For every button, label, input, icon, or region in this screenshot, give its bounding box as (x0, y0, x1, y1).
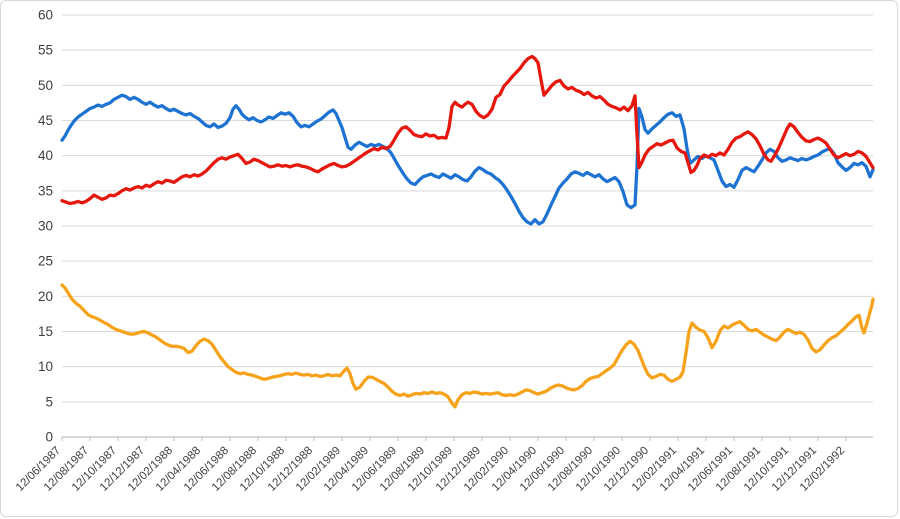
y-tick-label: 25 (38, 254, 53, 269)
blue-series-line (60, 93, 875, 226)
y-tick-label: 0 (45, 430, 53, 445)
y-tick-label: 10 (38, 359, 53, 374)
y-tick-label: 20 (38, 289, 53, 304)
red-series-line (60, 54, 875, 206)
orange-series-line (60, 283, 875, 409)
y-tick-label: 15 (38, 324, 53, 339)
y-tick-label: 50 (38, 78, 53, 93)
y-tick-label: 45 (38, 113, 53, 128)
y-tick-label: 55 (38, 43, 53, 58)
y-tick-label: 60 (38, 8, 53, 23)
y-tick-label: 5 (45, 394, 53, 409)
y-tick-label: 40 (38, 148, 53, 163)
y-tick-label: 30 (38, 219, 53, 234)
y-tick-label: 35 (38, 183, 53, 198)
